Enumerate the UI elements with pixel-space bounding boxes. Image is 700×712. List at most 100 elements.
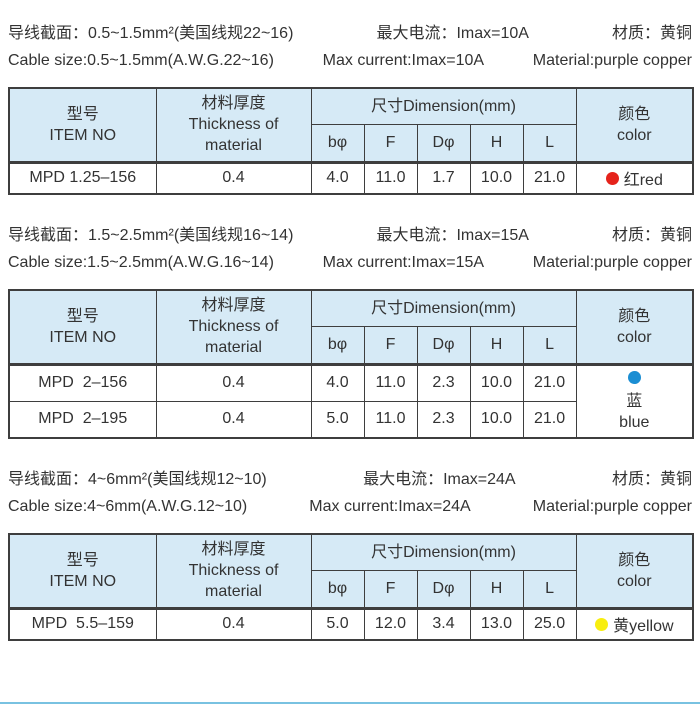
cell-dim-l: 25.0 bbox=[522, 606, 577, 641]
cable-size-en: Cable size:0.5~1.5mm(A.W.G.22~16) bbox=[8, 52, 274, 69]
cell-dim-d: 2.3 bbox=[416, 362, 471, 402]
header-dimension: 尺寸Dimension(mm) bbox=[310, 533, 577, 571]
header-dim-h: H bbox=[469, 569, 524, 609]
yellow-color-dot-icon bbox=[595, 617, 609, 631]
spec-table-2: 型号 ITEM NO 材料厚度 Thickness of material 尺寸… bbox=[8, 289, 695, 439]
header-thickness: 材料厚度 Thickness of material bbox=[155, 533, 312, 609]
cell-dim-f: 11.0 bbox=[363, 400, 418, 439]
header-dim-d: Dφ bbox=[416, 325, 471, 365]
cell-color: 蓝 blue bbox=[575, 362, 694, 439]
material-zh: 材质：黄铜 bbox=[611, 471, 692, 488]
header-dim-h: H bbox=[469, 123, 524, 163]
cell-dim-d: 1.7 bbox=[416, 160, 471, 195]
cell-dim-d: 3.4 bbox=[416, 606, 471, 641]
header-thickness-en: Thickness of material bbox=[188, 116, 279, 155]
header-item-no-zh: 型号 bbox=[66, 551, 99, 569]
header-dim-b: bφ bbox=[310, 123, 365, 163]
cell-item-no: MPD 1.25–156 bbox=[8, 160, 157, 195]
section-2: 导线截面：1.5~2.5mm²(美国线规16~14) 最大电流：Imax=15A… bbox=[8, 222, 695, 439]
cell-thickness: 0.4 bbox=[155, 160, 312, 195]
max-current-en: Max current:Imax=24A bbox=[309, 498, 471, 515]
cable-size-zh: 导线截面：0.5~1.5mm²(美国线规22~16) bbox=[8, 25, 294, 42]
header-dim-f: F bbox=[363, 123, 418, 163]
header-item-no: 型号 ITEM NO bbox=[8, 289, 157, 365]
spec-line-en: Cable size:0.5~1.5mm(A.W.G.22~16) Max cu… bbox=[8, 47, 692, 74]
color-label-en: blue bbox=[619, 413, 650, 431]
header-color: 颜色 color bbox=[575, 533, 694, 609]
header-dim-f: F bbox=[363, 569, 418, 609]
material-zh: 材质：黄铜 bbox=[611, 25, 692, 42]
header-color-en: color bbox=[616, 126, 652, 144]
spec-table-1: 型号 ITEM NO 材料厚度 Thickness of material 尺寸… bbox=[8, 87, 695, 195]
cell-dim-f: 11.0 bbox=[363, 362, 418, 402]
cell-dim-b: 5.0 bbox=[310, 606, 365, 641]
header-dim-b: bφ bbox=[310, 569, 365, 609]
header-dimension: 尺寸Dimension(mm) bbox=[310, 289, 577, 327]
color-label-zh: 蓝 bbox=[626, 392, 643, 410]
header-dimension: 尺寸Dimension(mm) bbox=[310, 87, 577, 125]
cell-dim-h: 13.0 bbox=[469, 606, 524, 641]
cell-color: 红red bbox=[575, 160, 694, 195]
material-zh: 材质：黄铜 bbox=[611, 227, 692, 244]
spec-line-zh: 导线截面：1.5~2.5mm²(美国线规16~14) 最大电流：Imax=15A… bbox=[8, 222, 692, 249]
header-thickness-zh: 材料厚度 bbox=[201, 95, 266, 113]
section-3: 导线截面：4~6mm²(美国线规12~10) 最大电流：Imax=24A 材质：… bbox=[8, 466, 695, 641]
header-item-no: 型号 ITEM NO bbox=[8, 533, 157, 609]
max-current-en: Max current:Imax=15A bbox=[322, 254, 485, 271]
cell-dim-h: 10.0 bbox=[469, 400, 524, 439]
max-current-zh: 最大电流：Imax=24A bbox=[363, 471, 516, 488]
cell-dim-b: 5.0 bbox=[310, 400, 365, 439]
cell-thickness: 0.4 bbox=[155, 400, 312, 439]
material-en: Material:purple copper bbox=[532, 498, 692, 515]
header-color-en: color bbox=[616, 328, 652, 346]
cell-dim-b: 4.0 bbox=[310, 362, 365, 402]
table-row: MPD 2–156 0.4 4.0 11.0 2.3 10.0 21.0 蓝 b… bbox=[8, 362, 694, 439]
header-thickness-zh: 材料厚度 bbox=[201, 541, 266, 559]
header-item-no-en: ITEM NO bbox=[49, 126, 117, 144]
header-dim-b: bφ bbox=[310, 325, 365, 365]
spec-line-en: Cable size:4~6mm(A.W.G.12~10) Max curren… bbox=[8, 493, 692, 520]
cell-dim-h: 10.0 bbox=[469, 160, 524, 195]
cell-dim-l: 21.0 bbox=[522, 362, 577, 402]
color-label: 红red bbox=[623, 172, 663, 190]
cell-item-no: MPD 5.5–159 bbox=[8, 606, 157, 641]
header-dim-l: L bbox=[522, 123, 577, 163]
header-thickness: 材料厚度 Thickness of material bbox=[155, 289, 312, 365]
header-dim-h: H bbox=[469, 325, 524, 365]
spec-lines-2: 导线截面：1.5~2.5mm²(美国线规16~14) 最大电流：Imax=15A… bbox=[8, 222, 692, 276]
table-row: MPD 2–195 0.4 5.0 11.0 2.3 10.0 21.0 bbox=[8, 400, 693, 439]
spec-lines-1: 导线截面：0.5~1.5mm²(美国线规22~16) 最大电流：Imax=10A… bbox=[8, 20, 692, 74]
cell-item-no: MPD 2–195 bbox=[8, 400, 157, 439]
header-color-zh: 颜色 bbox=[618, 307, 651, 325]
header-item-no-en: ITEM NO bbox=[49, 572, 117, 590]
max-current-en: Max current:Imax=10A bbox=[322, 52, 485, 69]
header-thickness-en: Thickness of material bbox=[188, 318, 279, 357]
cell-dim-l: 21.0 bbox=[522, 160, 577, 195]
cell-dim-f: 12.0 bbox=[363, 606, 418, 641]
header-color: 颜色 color bbox=[575, 87, 694, 163]
header-item-no-zh: 型号 bbox=[66, 307, 99, 325]
spec-lines-3: 导线截面：4~6mm²(美国线规12~10) 最大电流：Imax=24A 材质：… bbox=[8, 466, 692, 520]
header-dim-d: Dφ bbox=[416, 569, 471, 609]
header-thickness-zh: 材料厚度 bbox=[201, 297, 266, 315]
cell-dim-f: 11.0 bbox=[363, 160, 418, 195]
material-en: Material:purple copper bbox=[532, 254, 692, 271]
max-current-zh: 最大电流：Imax=15A bbox=[376, 227, 529, 244]
header-dim-l: L bbox=[522, 569, 577, 609]
bottom-rule bbox=[0, 702, 700, 704]
cell-color: 黄yellow bbox=[575, 606, 694, 641]
header-color-en: color bbox=[616, 572, 652, 590]
cable-size-en: Cable size:1.5~2.5mm(A.W.G.16~14) bbox=[8, 254, 274, 271]
cell-item-no: MPD 2–156 bbox=[8, 362, 157, 402]
header-item-no-zh: 型号 bbox=[66, 105, 99, 123]
header-thickness-en: Thickness of material bbox=[188, 562, 279, 601]
header-item-no-en: ITEM NO bbox=[49, 328, 117, 346]
header-color-zh: 颜色 bbox=[618, 105, 651, 123]
header-dim-l: L bbox=[522, 325, 577, 365]
spec-table-3: 型号 ITEM NO 材料厚度 Thickness of material 尺寸… bbox=[8, 533, 695, 641]
blue-color-dot-icon bbox=[627, 370, 641, 384]
header-color: 颜色 color bbox=[575, 289, 694, 365]
max-current-zh: 最大电流：Imax=10A bbox=[376, 25, 529, 42]
section-1: 导线截面：0.5~1.5mm²(美国线规22~16) 最大电流：Imax=10A… bbox=[8, 20, 695, 195]
